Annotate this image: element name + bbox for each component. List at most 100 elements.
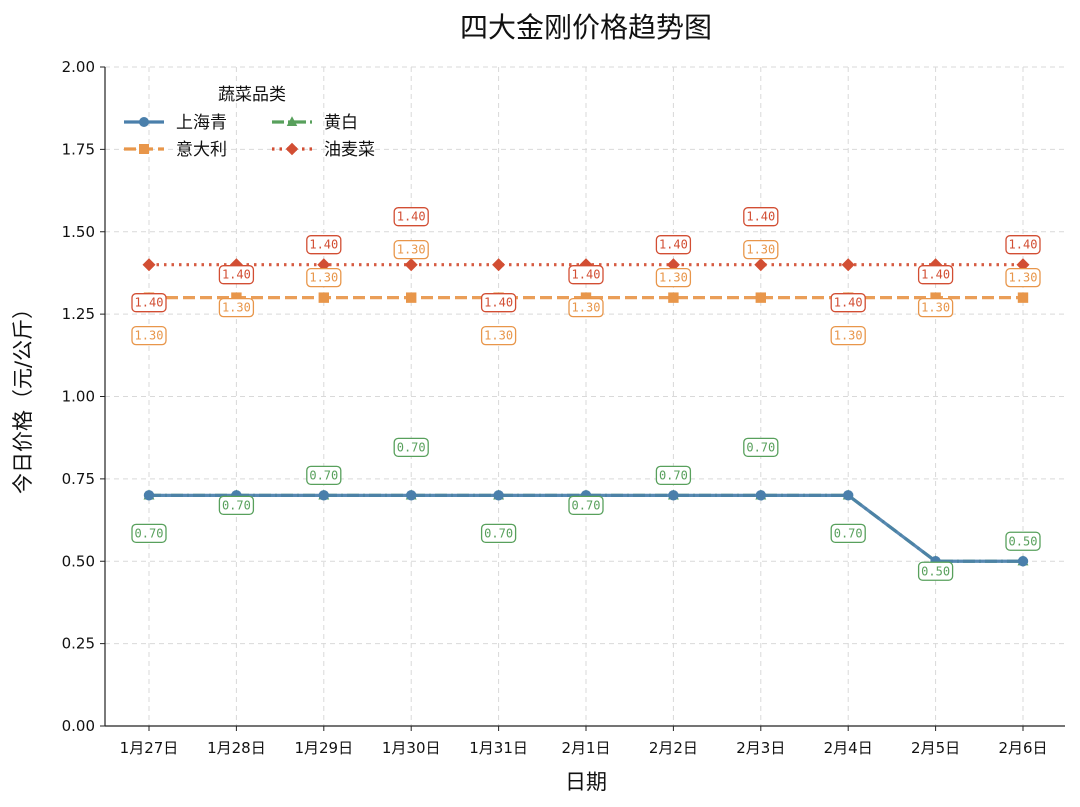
data-label-box — [393, 239, 429, 260]
data-label-text: 1.30 — [572, 301, 601, 315]
data-label: 0.70 — [218, 495, 255, 516]
data-label-box — [568, 495, 604, 516]
data-label-text: 0.50 — [921, 564, 950, 578]
data-label-box — [830, 523, 866, 543]
y-tick-label: 0.25 — [62, 635, 95, 653]
data-label-text: 0.70 — [572, 498, 601, 512]
x-axis-label: 日期 — [565, 770, 607, 794]
x-tick-label: 2月4日 — [824, 739, 873, 757]
data-point — [404, 258, 418, 272]
legend-item-上海青: 上海青 — [124, 113, 227, 133]
legend-marker — [139, 144, 149, 154]
data-label-box — [568, 265, 604, 285]
data-label-box — [1005, 267, 1041, 288]
data-label-text: 0.70 — [834, 526, 863, 540]
data-label-text: 1.30 — [484, 329, 513, 343]
data-label-box — [1005, 235, 1041, 255]
x-tick-label: 1月30日 — [382, 739, 441, 757]
data-label: 1.30 — [480, 325, 517, 346]
data-label-text: 0.70 — [309, 468, 338, 482]
data-label-text: 0.50 — [1009, 534, 1038, 548]
legend-label: 黄白 — [324, 113, 358, 133]
data-point — [841, 258, 855, 272]
y-tick-label: 0.75 — [62, 470, 95, 488]
data-label: 1.30 — [306, 267, 342, 288]
legend-label: 意大利 — [176, 140, 227, 160]
data-label-text: 1.30 — [1009, 271, 1038, 285]
data-label: 1.30 — [655, 267, 692, 288]
data-label-box — [393, 207, 429, 227]
data-label: 1.30 — [568, 297, 604, 318]
data-label-text: 1.40 — [1009, 238, 1038, 252]
data-label-box — [830, 293, 866, 313]
data-label-text: 1.30 — [222, 301, 251, 315]
data-label-text: 1.30 — [309, 271, 338, 285]
data-point — [493, 490, 504, 501]
data-point — [843, 490, 854, 501]
data-label-box — [655, 267, 692, 288]
data-label-text: 1.30 — [746, 243, 775, 257]
legend-label: 油麦菜 — [324, 140, 375, 160]
data-label-box — [480, 325, 517, 346]
data-label: 0.50 — [917, 561, 954, 581]
data-label: 1.40 — [568, 265, 604, 285]
data-label-box — [743, 239, 779, 260]
data-label-box — [743, 437, 779, 458]
data-label-box — [218, 495, 255, 516]
series-group — [142, 258, 1030, 567]
data-label-text: 1.30 — [135, 329, 164, 343]
x-tick-label: 1月29日 — [294, 739, 353, 757]
data-label: 1.40 — [306, 235, 342, 255]
data-label: 0.70 — [393, 437, 429, 458]
data-point — [318, 490, 329, 501]
y-tick-label: 0.00 — [62, 717, 95, 735]
data-label-box — [306, 267, 342, 288]
x-tick-label: 2月2日 — [649, 739, 698, 757]
legend-marker — [139, 117, 149, 127]
data-label-text: 0.70 — [397, 440, 426, 454]
data-label: 1.40 — [743, 207, 779, 227]
data-label-text: 1.40 — [135, 296, 164, 310]
data-label-text: 0.70 — [746, 440, 775, 454]
data-label-text: 1.40 — [309, 238, 338, 252]
data-label: 1.40 — [480, 293, 517, 313]
legend-title: 蔬菜品类 — [218, 85, 286, 105]
data-label: 0.70 — [131, 523, 167, 543]
data-label: 1.40 — [655, 235, 692, 255]
data-label-box — [480, 523, 517, 543]
data-label-text: 1.30 — [921, 301, 950, 315]
data-label: 0.70 — [830, 523, 866, 543]
data-label: 1.40 — [218, 265, 255, 285]
data-point — [580, 292, 592, 303]
chart-title: 四大金刚价格趋势图 — [460, 11, 712, 44]
y-tick-label: 0.50 — [62, 552, 95, 570]
series-油麦菜 — [142, 258, 1030, 272]
legend-item-黄白: 黄白 — [272, 113, 358, 133]
data-label-text: 1.40 — [572, 268, 601, 282]
data-label: 0.70 — [655, 465, 692, 486]
data-label: 1.40 — [917, 265, 954, 285]
data-point — [666, 258, 680, 272]
data-label: 1.30 — [131, 325, 167, 346]
axes: 0.00 0.25 0.50 0.75 1.00 1.25 1.50 1.75 2.00 1月27… — [62, 58, 1065, 757]
data-label-box — [131, 523, 167, 543]
data-label: 1.30 — [743, 239, 779, 260]
data-label-box — [917, 265, 954, 285]
data-label-box — [917, 297, 954, 318]
data-label-box — [917, 561, 954, 581]
data-label: 1.40 — [131, 293, 167, 313]
data-label: 1.30 — [218, 297, 255, 318]
data-label-text: 1.40 — [484, 296, 513, 310]
data-label-box — [1005, 531, 1041, 551]
data-label: 1.30 — [1005, 267, 1041, 288]
data-label-text: 1.40 — [659, 238, 688, 252]
data-label: 1.30 — [393, 239, 429, 260]
y-tick-label: 1.50 — [62, 223, 95, 241]
data-point — [317, 258, 331, 272]
data-label-box — [218, 297, 255, 318]
data-label: 1.40 — [1005, 235, 1041, 255]
data-label-box — [131, 325, 167, 346]
